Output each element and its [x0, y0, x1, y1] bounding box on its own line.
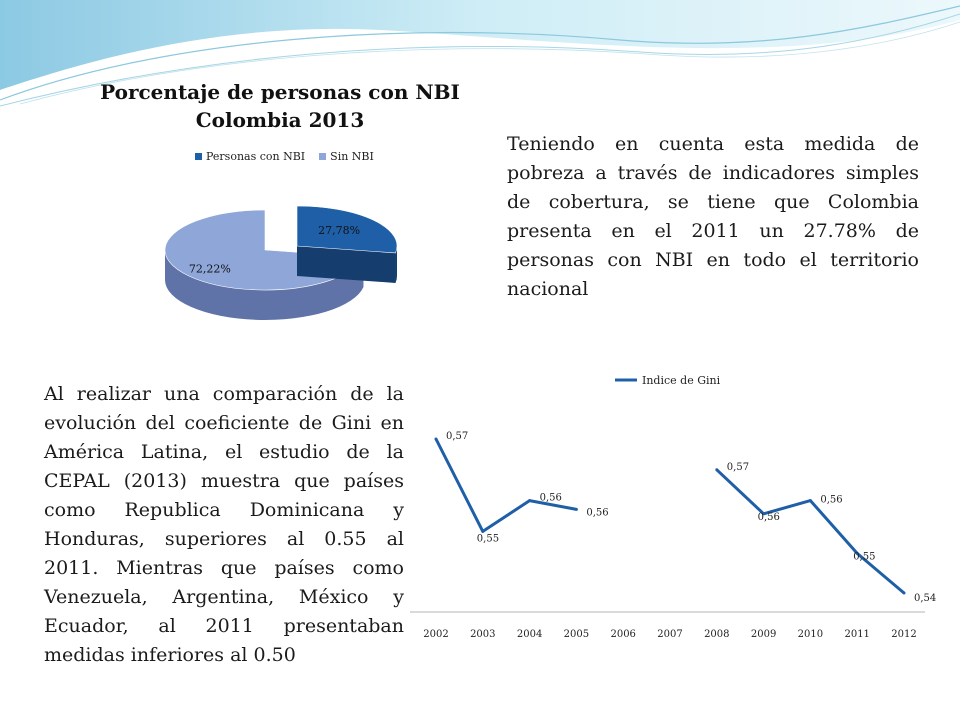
pie-slice-nbi: [296, 205, 398, 254]
gini-series-line-2: [715, 468, 905, 595]
pie-title-line2: Colombia 2013: [195, 108, 365, 132]
gini-point-2002: [434, 437, 438, 441]
gini-data-label-2003: 0,55: [477, 533, 499, 544]
pie-legend-swatch-sin-nbi: [319, 153, 327, 160]
gini-line-chart: Indice de Gini 0,57 0,55 0,56 0,56 0,57 0,56 0,…: [410, 374, 936, 640]
gini-point-2011: [855, 551, 859, 555]
line-legend-label: Indice de Gini: [642, 374, 721, 387]
pie-legend-label-sin-nbi: Sin NBI: [330, 150, 374, 163]
gini-point-2010: [808, 499, 812, 503]
gini-point-2009: [762, 512, 766, 516]
pie-title-line1: Porcentaje de personas con NBI: [100, 80, 460, 104]
pie-legend-swatch-nbi: [195, 153, 202, 160]
gini-data-label-2012: 0,54: [914, 593, 936, 604]
x-tick-label-2005: 2005: [564, 629, 589, 640]
gini-point-2008: [715, 468, 719, 472]
x-tick-label-2006: 2006: [610, 629, 635, 640]
x-tick-label-2004: 2004: [517, 629, 542, 640]
gini-series-line-1: [434, 438, 577, 533]
pie-legend: Personas con NBI Sin NBI: [195, 150, 374, 163]
gini-data-label-2011: 0,55: [853, 551, 875, 562]
decorative-waves: [0, 0, 960, 107]
gini-data-label-2008: 0,57: [727, 462, 749, 473]
gini-data-label-2005: 0,56: [586, 507, 608, 518]
x-tick-label-2011: 2011: [844, 629, 869, 640]
pie-chart-title: Porcentaje de personas con NBI Colombia …: [90, 78, 470, 134]
pie-legend-item-nbi: Personas con NBI: [195, 150, 305, 163]
pie-slice-nbi-wall: [297, 246, 396, 283]
x-tick-label-2008: 2008: [704, 629, 729, 640]
gini-point-2005: [574, 507, 578, 511]
gini-point-2004: [528, 499, 532, 503]
pie-data-label-sin-nbi: 72,22%: [189, 263, 231, 276]
gini-data-label-2010: 0,56: [820, 495, 842, 506]
gini-point-2012: [902, 591, 906, 595]
gini-data-label-2004: 0,56: [540, 493, 562, 504]
gini-data-label-2002: 0,57: [446, 431, 468, 442]
gini-paragraph: Al realizar una comparación de la evoluc…: [44, 383, 404, 666]
x-tick-label-2003: 2003: [470, 629, 495, 640]
pie-legend-label-nbi: Personas con NBI: [206, 150, 306, 163]
x-tick-label-2010: 2010: [798, 629, 823, 640]
pie-chart: 27,78% 72,22%: [164, 205, 398, 320]
x-tick-label-2012: 2012: [891, 629, 916, 640]
gini-point-2003: [481, 529, 485, 533]
pie-slice-sin-nbi-side: [165, 250, 364, 320]
x-tick-label-2007: 2007: [657, 629, 682, 640]
x-tick-label-2009: 2009: [751, 629, 776, 640]
pie-slice-nbi-side: [395, 246, 397, 283]
pie-data-label-nbi: 27,78%: [318, 224, 360, 237]
gini-data-label-2009: 0,56: [758, 512, 780, 523]
intro-paragraph: Teniendo en cuenta esta medida de pobrez…: [507, 133, 919, 300]
x-tick-label-2002: 2002: [423, 629, 448, 640]
pie-legend-item-sin-nbi: Sin NBI: [319, 150, 374, 163]
